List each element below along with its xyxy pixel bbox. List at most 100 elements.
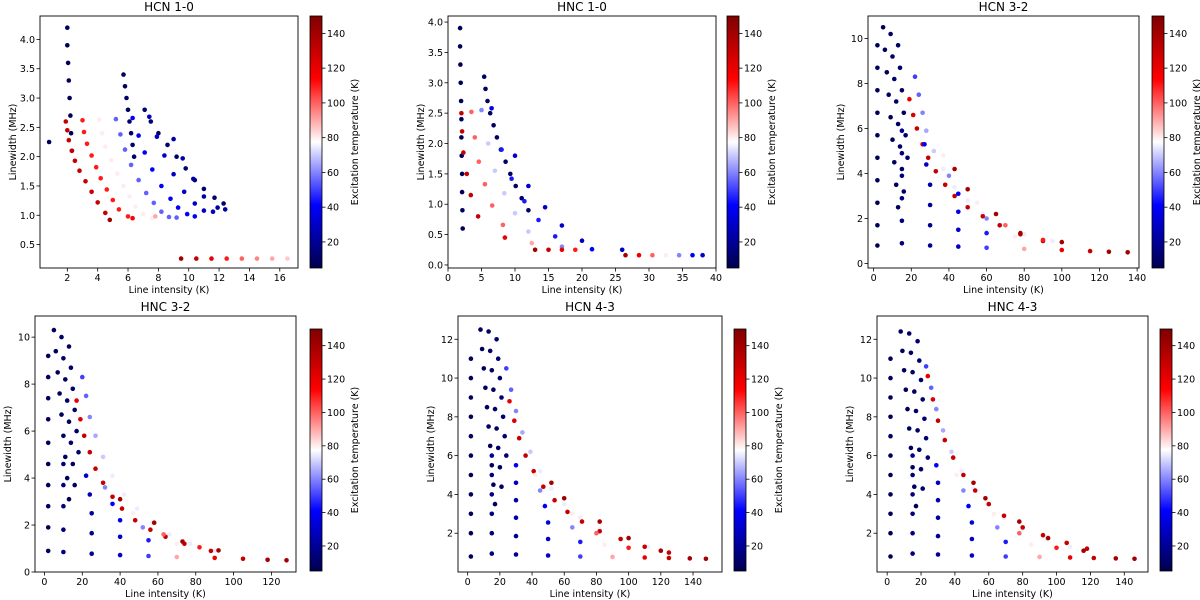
data-point — [468, 472, 474, 478]
x-tick-label: 10 — [509, 273, 521, 284]
data-point — [45, 395, 51, 401]
data-point — [549, 486, 554, 491]
data-point — [63, 454, 68, 460]
data-point — [459, 171, 465, 177]
data-point — [552, 497, 557, 503]
colorbar-tick-label: 20 — [327, 541, 339, 552]
data-point — [703, 556, 709, 562]
data-point — [892, 160, 897, 165]
data-point — [972, 488, 978, 493]
data-point — [134, 506, 140, 511]
data-point — [184, 211, 190, 217]
data-point — [602, 542, 607, 548]
x-tick-label: 0 — [871, 273, 877, 284]
data-point — [494, 426, 499, 431]
data-point — [59, 412, 64, 417]
colorbar-frame — [726, 15, 740, 269]
data-point — [895, 121, 901, 127]
data-point — [87, 449, 93, 455]
data-point — [935, 418, 941, 424]
data-point — [68, 365, 74, 371]
data-point — [545, 553, 551, 558]
scatter-points — [457, 25, 705, 258]
axes-frame — [457, 315, 723, 573]
colorbar: 20 40 60 80 100 120 140 Excitation temperature … — [733, 328, 785, 572]
data-point — [489, 453, 495, 458]
data-point — [899, 128, 905, 133]
data-point — [1040, 237, 1046, 243]
data-point — [918, 466, 924, 472]
x-tick-label: 80 — [1018, 273, 1030, 284]
data-point — [468, 530, 474, 536]
data-point — [1113, 556, 1119, 561]
data-point — [489, 530, 495, 536]
data-point — [481, 74, 487, 79]
data-point — [533, 472, 538, 478]
data-point — [910, 112, 916, 118]
data-point — [578, 515, 583, 520]
data-point — [486, 329, 491, 334]
data-point — [61, 433, 66, 439]
x-tick-label: 80 — [590, 577, 602, 588]
data-point — [893, 182, 899, 188]
data-point — [875, 43, 880, 48]
data-point — [1012, 234, 1018, 239]
data-point — [167, 532, 172, 537]
data-point — [87, 492, 93, 497]
data-point — [459, 189, 465, 195]
data-point — [901, 368, 907, 373]
data-point — [882, 47, 888, 53]
colorbar-tick-label: 40 — [327, 508, 339, 519]
data-point — [68, 440, 74, 446]
data-point — [93, 433, 98, 439]
chart-title: HCN 4-3 — [565, 300, 615, 314]
data-point — [174, 215, 179, 220]
data-point — [117, 534, 123, 540]
data-point — [980, 214, 986, 219]
data-point — [57, 391, 62, 396]
data-point — [192, 201, 198, 206]
data-point — [969, 553, 975, 558]
data-point — [148, 527, 153, 532]
data-point — [489, 472, 495, 478]
data-point — [119, 506, 125, 511]
data-point — [906, 331, 912, 336]
x-tick-label: 20 — [576, 273, 588, 284]
data-point — [504, 453, 509, 458]
data-point — [954, 472, 959, 478]
data-point — [136, 177, 141, 183]
colorbar-tick-label: 40 — [1169, 203, 1181, 214]
data-point — [578, 554, 583, 559]
x-tick-label: 5 — [478, 273, 484, 284]
data-point — [66, 78, 72, 83]
data-point — [125, 107, 131, 113]
data-point — [888, 375, 893, 381]
data-point — [121, 72, 126, 77]
y-tick-label: 0.5 — [428, 230, 443, 241]
data-point — [965, 198, 970, 203]
data-point — [513, 408, 519, 414]
data-point — [928, 385, 934, 391]
data-point — [96, 117, 102, 122]
data-point — [900, 348, 905, 354]
data-point — [89, 551, 94, 556]
colorbar-tick-label: 40 — [327, 203, 339, 214]
data-point — [916, 92, 922, 97]
data-point — [966, 503, 971, 509]
data-point — [899, 166, 905, 172]
data-point — [65, 128, 70, 133]
y-tick-label: 2 — [24, 521, 30, 532]
data-point — [920, 397, 925, 402]
data-point — [542, 503, 548, 509]
data-point — [100, 480, 106, 486]
data-point — [915, 338, 920, 344]
data-point — [1040, 532, 1046, 538]
data-point — [618, 536, 623, 542]
data-point — [903, 387, 909, 393]
x-tick-label: 120 — [1081, 577, 1099, 588]
data-point — [895, 43, 901, 48]
colorbar-tick-label: 80 — [327, 441, 339, 452]
data-point — [875, 88, 880, 93]
data-point — [502, 235, 508, 240]
data-point — [984, 230, 989, 236]
